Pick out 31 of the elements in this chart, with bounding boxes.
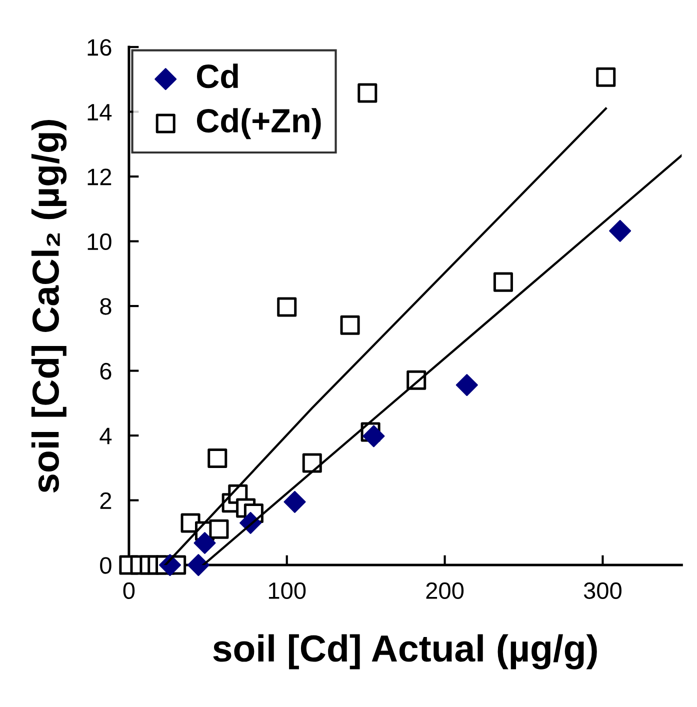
point: [208, 448, 228, 468]
y-tick-label: 10: [88, 233, 112, 250]
point: [609, 220, 632, 242]
point: [187, 554, 210, 576]
point: [358, 83, 378, 103]
point: [362, 425, 385, 448]
x-tick-label: 300: [584, 582, 622, 600]
x-tick-label: 200: [426, 582, 464, 600]
y-tick-label: 2: [100, 492, 112, 509]
x-tick-label: 100: [268, 582, 306, 600]
point: [340, 315, 360, 335]
point: [284, 490, 306, 513]
legend-label: Cd: [196, 64, 238, 88]
point: [596, 67, 616, 87]
y-tick-label: 0: [100, 557, 112, 574]
y-tick-label: 4: [100, 428, 112, 444]
point: [194, 532, 216, 554]
point: [493, 272, 513, 292]
x-tick-label: 0: [123, 582, 135, 600]
y-tick-label: 6: [100, 362, 112, 380]
point: [302, 453, 322, 473]
y-tick-label: 12: [88, 168, 112, 186]
legend-label: Cd(+Zn): [196, 108, 321, 140]
y-axis-title: soil [Cd] CaCl₂ (µg/g): [31, 120, 67, 493]
point: [209, 519, 229, 539]
point: [277, 297, 297, 317]
y-tick-label: 14: [88, 104, 112, 120]
x-axis-title: soil [Cd] Actual (µg/g): [213, 634, 597, 670]
y-tick-label: 16: [88, 39, 112, 56]
point: [456, 374, 478, 396]
y-tick-label: 8: [100, 298, 112, 315]
